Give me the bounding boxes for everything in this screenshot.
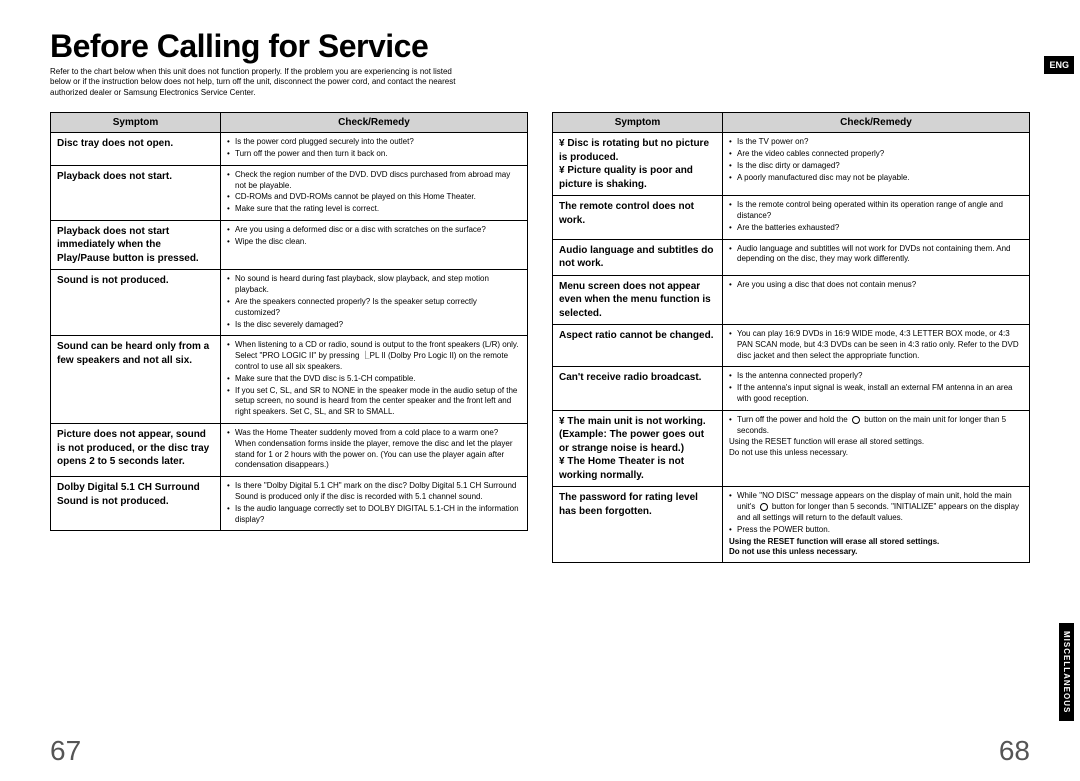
remedy-item: Is the antenna connected properly? xyxy=(729,371,1023,382)
table-row: Dolby Digital 5.1 CH Surround Sound is n… xyxy=(51,477,528,531)
lang-badge: ENG xyxy=(1044,56,1074,74)
symptom-cell: Sound can be heard only from a few speak… xyxy=(51,336,221,424)
remedy-item: CD-ROMs and DVD-ROMs cannot be played on… xyxy=(227,192,521,203)
remedy-cell: Turn off the power and hold the button o… xyxy=(723,410,1030,487)
remedy-item: Is the audio language correctly set to D… xyxy=(227,504,521,526)
remedy-item: Is the remote control being operated wit… xyxy=(729,200,1023,222)
page-number-right: 68 xyxy=(999,735,1030,767)
stop-icon xyxy=(760,503,768,511)
table-row: Disc tray does not open. Is the power cor… xyxy=(51,133,528,166)
table-row: Aspect ratio cannot be changed.You can p… xyxy=(553,325,1030,367)
table-row: ¥ The main unit is not working. (Example… xyxy=(553,410,1030,487)
remedy-item: Press the POWER button. xyxy=(729,525,1023,536)
remedy-item: Is the power cord plugged securely into … xyxy=(227,137,521,148)
remedy-item: Audio language and subtitles will not wo… xyxy=(729,244,1023,266)
symptom-cell: Audio language and subtitles do not work… xyxy=(553,239,723,275)
remedy-item: If the antenna's input signal is weak, i… xyxy=(729,383,1023,405)
symptom-cell: Menu screen does not appear even when th… xyxy=(553,275,723,325)
th-symptom: Symptom xyxy=(51,113,221,133)
remedy-item: Are the batteries exhausted? xyxy=(729,223,1023,234)
remedy-item: Wipe the disc clean. xyxy=(227,237,521,248)
remedy-item: Are you using a deformed disc or a disc … xyxy=(227,225,521,236)
remedy-cell: Is the antenna connected properly?If the… xyxy=(723,367,1030,410)
remedy-cell: Was the Home Theater suddenly moved from… xyxy=(221,424,528,477)
symptom-cell: ¥ The main unit is not working. (Example… xyxy=(553,410,723,487)
tables-container: Symptom Check/Remedy Disc tray does not … xyxy=(0,112,1080,563)
table-row: Playback does not start. Check the region… xyxy=(51,165,528,220)
symptom-cell: Picture does not appear, sound is not pr… xyxy=(51,424,221,477)
right-column: Symptom Check/Remedy ¥ Disc is rotating … xyxy=(552,112,1030,563)
remedy-cell: Audio language and subtitles will not wo… xyxy=(723,239,1030,275)
troubleshoot-table-right: Symptom Check/Remedy ¥ Disc is rotating … xyxy=(552,112,1030,563)
remedy-item: A poorly manufactured disc may not be pl… xyxy=(729,173,1023,184)
table-row: Sound can be heard only from a few speak… xyxy=(51,336,528,424)
remedy-item: When listening to a CD or radio, sound i… xyxy=(227,340,521,372)
table-row: Audio language and subtitles do not work… xyxy=(553,239,1030,275)
table-row: Can't receive radio broadcast.Is the ant… xyxy=(553,367,1030,410)
table-row: Menu screen does not appear even when th… xyxy=(553,275,1030,325)
remedy-item: Make sure that the rating level is corre… xyxy=(227,204,521,215)
remedy-cell: Are you using a disc that does not conta… xyxy=(723,275,1030,325)
table-row: Playback does not start immediately when… xyxy=(51,220,528,270)
remedy-item: Are the speakers connected properly? Is … xyxy=(227,297,521,319)
remedy-cell: Is there "Dolby Digital 5.1 CH" mark on … xyxy=(221,477,528,531)
note: Do not use this unless necessary. xyxy=(729,547,1023,558)
remedy-item: Is the disc severely damaged? xyxy=(227,320,521,331)
symptom-cell: The remote control does not work. xyxy=(553,196,723,239)
remedy-item: Are you using a disc that does not conta… xyxy=(729,280,1023,291)
symptom-cell: Playback does not start immediately when… xyxy=(51,220,221,270)
remedy-item: Turn off the power and hold the button o… xyxy=(729,415,1023,437)
remedy-item: No sound is heard during fast playback, … xyxy=(227,274,521,296)
remedy-cell: Is the remote control being operated wit… xyxy=(723,196,1030,239)
remedy-cell: No sound is heard during fast playback, … xyxy=(221,270,528,336)
table-row: Sound is not produced. No sound is heard … xyxy=(51,270,528,336)
table-row: ¥ Disc is rotating but no picture is pro… xyxy=(553,133,1030,196)
page-title: Before Calling for Service xyxy=(50,28,1080,65)
symptom-cell: Can't receive radio broadcast. xyxy=(553,367,723,410)
stop-icon xyxy=(852,416,860,424)
note: Using the RESET function will erase all … xyxy=(729,537,1023,548)
note: Do not use this unless necessary. xyxy=(729,448,1023,459)
remedy-cell: While "NO DISC" message appears on the d… xyxy=(723,487,1030,563)
remedy-item: Is there "Dolby Digital 5.1 CH" mark on … xyxy=(227,481,521,503)
symptom-cell: Dolby Digital 5.1 CH Surround Sound is n… xyxy=(51,477,221,531)
intro-text: Refer to the chart below when this unit … xyxy=(50,67,470,98)
symptom-cell: Sound is not produced. xyxy=(51,270,221,336)
table-row: The password for rating level has been f… xyxy=(553,487,1030,563)
note: Using the RESET function will erase all … xyxy=(729,437,1023,448)
section-tab: MISCELLANEOUS xyxy=(1059,623,1074,721)
remedy-item: Are the video cables connected properly? xyxy=(729,149,1023,160)
table-row: The remote control does not work. Is the … xyxy=(553,196,1030,239)
remedy-item: You can play 16:9 DVDs in 16:9 WIDE mode… xyxy=(729,329,1023,361)
remedy-item: Turn off the power and then turn it back… xyxy=(227,149,521,160)
remedy-item: Was the Home Theater suddenly moved from… xyxy=(227,428,521,471)
page-number-left: 67 xyxy=(50,735,81,767)
remedy-cell: Are you using a deformed disc or a disc … xyxy=(221,220,528,270)
th-remedy: Check/Remedy xyxy=(723,113,1030,133)
th-remedy: Check/Remedy xyxy=(221,113,528,133)
symptom-cell: Playback does not start. xyxy=(51,165,221,220)
symptom-cell: Disc tray does not open. xyxy=(51,133,221,166)
remedy-item: If you set C, SL, and SR to NONE in the … xyxy=(227,386,521,418)
remedy-item: Is the disc dirty or damaged? xyxy=(729,161,1023,172)
remedy-item: While "NO DISC" message appears on the d… xyxy=(729,491,1023,523)
th-symptom: Symptom xyxy=(553,113,723,133)
remedy-cell: You can play 16:9 DVDs in 16:9 WIDE mode… xyxy=(723,325,1030,367)
remedy-cell: When listening to a CD or radio, sound i… xyxy=(221,336,528,424)
symptom-cell: ¥ Disc is rotating but no picture is pro… xyxy=(553,133,723,196)
remedy-item: Is the TV power on? xyxy=(729,137,1023,148)
symptom-cell: The password for rating level has been f… xyxy=(553,487,723,563)
remedy-item: Make sure that the DVD disc is 5.1-CH co… xyxy=(227,374,521,385)
remedy-cell: Is the TV power on?Are the video cables … xyxy=(723,133,1030,196)
symptom-cell: Aspect ratio cannot be changed. xyxy=(553,325,723,367)
troubleshoot-table-left: Symptom Check/Remedy Disc tray does not … xyxy=(50,112,528,531)
remedy-item: Check the region number of the DVD. DVD … xyxy=(227,170,521,192)
remedy-cell: Check the region number of the DVD. DVD … xyxy=(221,165,528,220)
table-row: Picture does not appear, sound is not pr… xyxy=(51,424,528,477)
remedy-cell: Is the power cord plugged securely into … xyxy=(221,133,528,166)
left-column: Symptom Check/Remedy Disc tray does not … xyxy=(50,112,528,563)
